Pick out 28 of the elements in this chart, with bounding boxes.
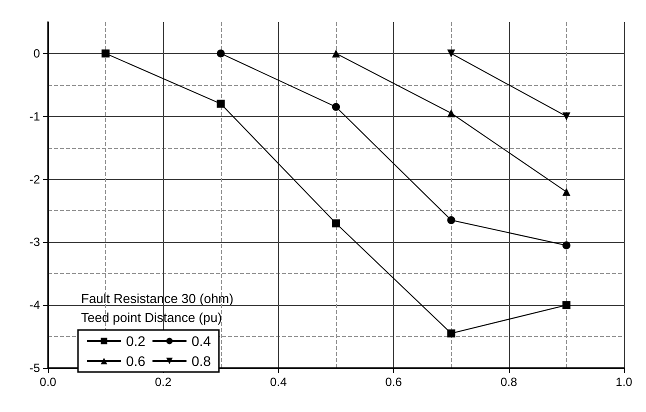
point: [562, 188, 570, 196]
point: [562, 241, 570, 250]
point: [332, 49, 340, 58]
point: [216, 100, 225, 108]
point: [102, 49, 110, 58]
point: [447, 216, 456, 224]
y-tick-label: 0: [33, 46, 40, 60]
point: [562, 301, 570, 310]
point: [216, 49, 225, 58]
x-tick-label: 0.0: [40, 375, 57, 389]
point: [447, 329, 456, 338]
y-tick-label: -2: [29, 172, 40, 186]
y-tick-label: -5: [29, 361, 40, 375]
legend-label: 0.8: [191, 353, 212, 369]
y-tick-label: -3: [29, 235, 40, 250]
point: [332, 219, 340, 228]
x-tick-label: 0.6: [385, 375, 402, 389]
y-tick-label: -4: [29, 298, 40, 312]
legend-label: 0.6: [126, 353, 146, 369]
x-tick-label: 0.2: [154, 375, 172, 389]
x-tick-label: 0.4: [270, 375, 288, 389]
y-tick-label: -1: [29, 109, 40, 124]
legend-label: 0.4: [191, 333, 212, 349]
point: [447, 109, 456, 118]
legend-label: 0.2: [126, 333, 146, 349]
x-tick-label: 0.8: [500, 375, 518, 389]
point: [332, 102, 340, 111]
x-tick-label: 1.0: [616, 375, 633, 389]
